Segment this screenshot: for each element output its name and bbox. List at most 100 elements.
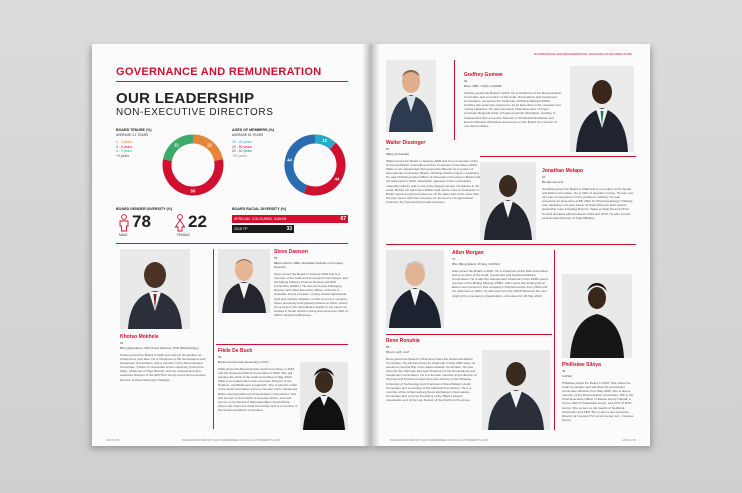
photo-phillisiwe-sibiya [562,274,632,358]
director-age: 42 [562,369,566,373]
section-divider [216,344,348,345]
gender-label: BOARD GENDER DIVERSITY (%) [116,207,173,211]
director-age: 72 [452,257,456,261]
director-name: Walter Dissinger [386,140,426,146]
director-rene-ronuhia: Rene Ronuhia 58 BCom, LLB, LLM Rene join… [386,338,478,402]
column-divider [213,249,214,429]
director-quals: BA (Economics) [542,180,564,184]
tenure-donut-value-label: 22 [207,142,212,147]
male-icon [118,214,130,232]
photo-rene-ronuhia [482,350,550,430]
tenure-legend: 0 - 3 years 3 - 6 years 6 - 9 years +9 y… [116,140,132,158]
racial-bar-1-value: 67 [340,216,346,222]
male-value: 78 [132,212,151,231]
director-name: Phillisiwe Sibiya [562,362,601,368]
director-age: 64 [464,79,468,83]
director-age: 57 [386,147,390,151]
tenure-donut-value-label: 56 [191,188,196,193]
photo-fikile-de-buck [300,362,348,430]
tenure-donut-chart: 22 56 22 [162,134,224,196]
racial-bar-2-label: 2018 TP [234,227,248,231]
section-divider [386,334,552,335]
page-heading: OUR LEADERSHIP [116,90,255,107]
ages-donut-chart: 12 44 44 [284,134,346,196]
director-phillisiwe-sibiya: Phillisiwe Sibiya 42 CA(SA) Phillisiwe j… [562,362,636,422]
director-allen-morgan: Allen Morgan 72 BSc, BEng (Elect), Pr En… [452,250,548,298]
racial-bar-2-value: 33 [286,226,292,232]
director-quals: BSc, BEng (Elect), Pr Eng, ICD(SA) [452,262,500,266]
photo-allen-morgan [386,250,444,328]
tenure-legend-item: 6 - 9 years [116,149,133,154]
director-bio: Rene joined the Board in 2010 and chairs… [386,357,477,402]
director-jonathan-molapo: Jonathan Molapo 54 BA (Economics) Jonath… [542,168,634,220]
footer-right: ARCO LTD [622,438,636,442]
title-divider [116,81,348,82]
column-divider [454,60,455,140]
director-name: Steve Dawson [274,249,308,255]
tenure-donut-segment [163,134,194,162]
photo-jonathan-molapo [480,162,536,240]
director-quals: CA(SA) [562,374,573,378]
ages-donut-value-label: 44 [335,176,340,181]
ages-legend: 30 - 40 years 40 - 50 years 50 - 60 year… [232,140,252,158]
column-divider [554,250,555,430]
tenure-legend-item: +9 years [116,153,130,158]
director-bio: Allen joined the Board in 2010. He is Ch… [452,269,548,298]
director-steve-dawson: Steve Dawson 55 BEcon(Hons), MBA, Austra… [274,249,350,317]
director-khotso-mokhele: Khotso Mokhele 64 BSc (Agriculture), MSc… [120,334,210,382]
ages-donut-value-label: 44 [287,158,292,163]
photo-walter-dissinger [386,60,436,132]
footer-left: INTEGRATED REPORT AND SUMMARISED FINANCI… [390,438,488,442]
director-age: 64 [120,341,124,345]
section-divider [480,156,636,157]
director-name: Khotso Mokhele [120,334,159,340]
female-icon [174,214,186,232]
director-bio: Steve joined the Board in January 2020 a… [274,272,348,317]
director-godfrey-gomwe: Godfrey Gomwe 64 BAcc, MBL, CA(Z), CGISA… [464,72,562,128]
left-page: GOVERNANCE AND REMUNERATION OUR LEADERSH… [92,44,372,446]
director-quals: BEcon(Hons), MBA, Australian Institute o… [274,261,344,269]
tenure-donut-value-label: 22 [174,142,179,147]
director-name: Rene Ronuhia [386,338,420,344]
ages-legend-item: 40 - 50 years [232,144,252,149]
ages-label: AGES OF MEMBERS (%) [232,128,275,132]
racial-bar-1: AFRICAN, COLOURED, INDIAN 67 [232,215,348,223]
director-name: Fikile De Buck [218,348,253,354]
director-bio: Khotso joined the Board in 2016 and took… [120,353,206,382]
page-subheading: NON-EXECUTIVE DIRECTORS [116,107,274,118]
director-bio: Walter joined the Board in January 2020 … [386,159,480,204]
ages-donut-segment [303,142,346,196]
director-quals: BAcc, MBL, CA(Z), CGISAB [464,84,502,88]
director-walter-dissinger: Walter Dissinger 57 MEng (Industrial) Wa… [386,140,482,204]
footer-left: ARCO LTD [106,438,120,442]
female-value: 22 [188,212,207,231]
tenure-legend-item: 3 - 6 years [116,144,133,149]
ages-legend-item: +60 years [232,153,247,158]
section-title: GOVERNANCE AND REMUNERATION [116,66,322,78]
director-age: 58 [386,345,390,349]
tenure-legend-item: 0 - 3 years [116,140,133,144]
tenure-donut-segment [192,134,223,162]
director-name: Allen Morgan [452,250,484,256]
director-bio: Phillisiwe joined the Board in 2018. She… [562,381,634,422]
photo-khotso-mokhele [120,249,190,329]
director-age: 54 [542,175,546,179]
right-page: GOVERNANCE AND REMUNERATION: NON-EXECUTI… [370,44,650,446]
ages-legend-item: 50 - 60 years [232,149,252,154]
photo-godfrey-gomwe [570,66,634,152]
director-name: Godfrey Gomwe [464,72,503,78]
tenure-sublabel: AVERAGE 4.1 YEARS [116,133,149,137]
male-label: MALE [119,233,128,237]
photo-steve-dawson [218,249,270,313]
tenure-donut-segment [162,159,224,196]
section-divider [386,244,636,245]
director-quals: BA Economics and Accounting, FCCA [218,360,269,364]
footer-right: INTEGRATED REPORT AND SUMMARISED FINANCI… [182,438,280,442]
ages-donut-segment [284,134,316,194]
director-age: 55 [274,256,278,260]
director-quals: BSc (Agriculture), MSc (Food Science), P… [120,346,199,350]
tenure-label: BOARD TENURE (%) [116,128,152,132]
director-bio: Jonathan joined the Board in 2018 and is… [542,187,634,220]
ages-legend-item: 30 - 40 years [232,140,252,144]
